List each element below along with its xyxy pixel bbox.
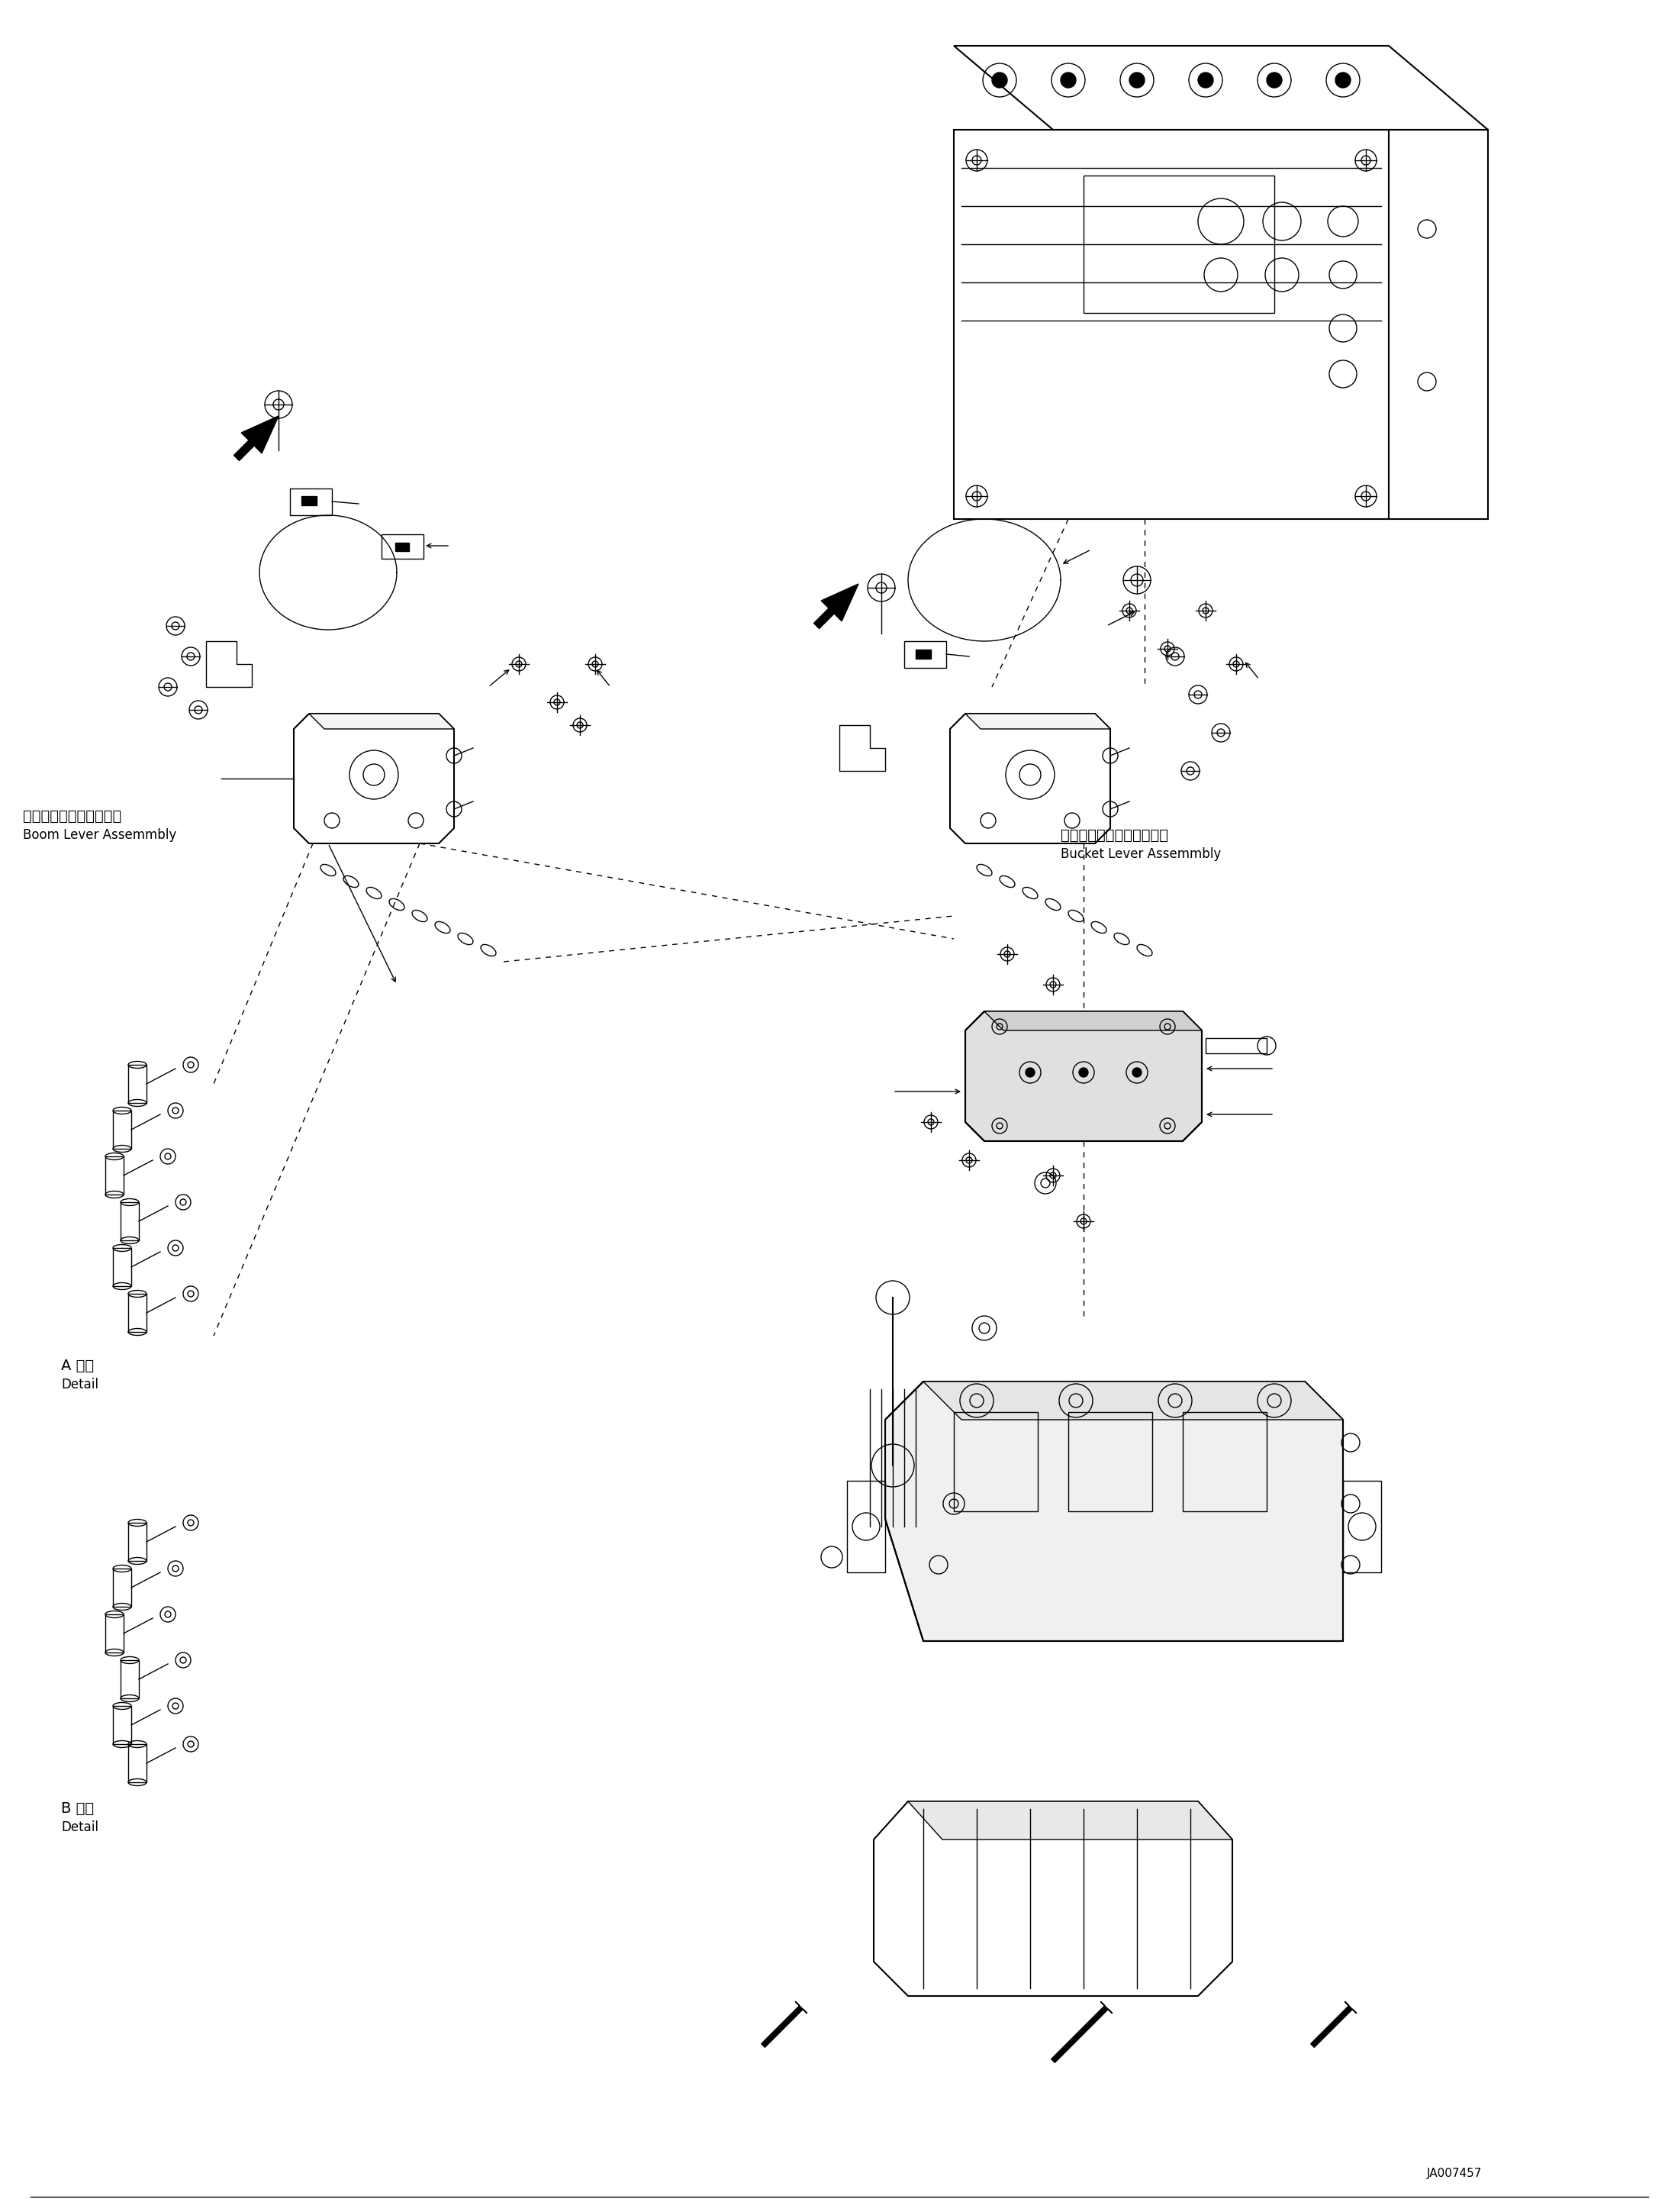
Bar <box>128 1064 147 1104</box>
Polygon shape <box>924 1382 1344 1420</box>
Text: JA007457: JA007457 <box>1427 2168 1482 2179</box>
Bar <box>301 495 316 504</box>
Polygon shape <box>310 714 455 730</box>
Text: Detail: Detail <box>62 1820 98 1834</box>
Circle shape <box>1079 1068 1089 1077</box>
Bar <box>120 1661 138 1699</box>
Text: バケットレバーアセンブリ: バケットレバーアセンブリ <box>1061 827 1169 843</box>
Polygon shape <box>984 1011 1202 1031</box>
Bar <box>105 1157 123 1194</box>
Bar <box>954 1411 1037 1511</box>
Text: Detail: Detail <box>62 1378 98 1391</box>
Text: Boom Lever Assemmbly: Boom Lever Assemmbly <box>23 827 176 843</box>
Bar <box>395 542 410 551</box>
Bar <box>113 1568 132 1606</box>
Bar <box>1084 175 1274 312</box>
Bar <box>1205 1037 1267 1053</box>
Bar <box>113 1110 132 1148</box>
Bar <box>1182 1411 1267 1511</box>
Polygon shape <box>886 1382 1344 1641</box>
FancyArrow shape <box>1051 2002 1112 2062</box>
Polygon shape <box>966 714 1111 730</box>
Bar <box>381 535 423 560</box>
Polygon shape <box>907 1801 1232 1840</box>
Circle shape <box>1199 73 1214 88</box>
Circle shape <box>1132 1068 1142 1077</box>
FancyArrow shape <box>814 584 859 628</box>
Text: ブームレバーアセンブリ: ブームレバーアセンブリ <box>23 810 122 823</box>
Bar <box>1069 1411 1152 1511</box>
Polygon shape <box>966 1011 1202 1141</box>
Bar <box>113 1705 132 1743</box>
Bar <box>128 1743 147 1783</box>
FancyArrow shape <box>761 2002 808 2048</box>
Circle shape <box>1026 1068 1034 1077</box>
Bar <box>128 1294 147 1332</box>
Circle shape <box>992 73 1007 88</box>
FancyArrow shape <box>233 416 278 460</box>
Text: Bucket Lever Assemmbly: Bucket Lever Assemmbly <box>1061 847 1220 860</box>
Bar <box>113 1248 132 1285</box>
Circle shape <box>1335 73 1350 88</box>
Bar <box>290 489 331 515</box>
Circle shape <box>1061 73 1076 88</box>
Circle shape <box>1267 73 1282 88</box>
Circle shape <box>1129 73 1144 88</box>
Bar <box>916 650 931 659</box>
Bar <box>904 641 946 668</box>
Bar <box>120 1201 138 1241</box>
Text: A 詳細: A 詳細 <box>62 1358 93 1374</box>
Bar <box>128 1522 147 1562</box>
Text: B 詳細: B 詳細 <box>62 1801 93 1816</box>
Bar <box>105 1615 123 1652</box>
FancyArrow shape <box>1310 2002 1357 2048</box>
